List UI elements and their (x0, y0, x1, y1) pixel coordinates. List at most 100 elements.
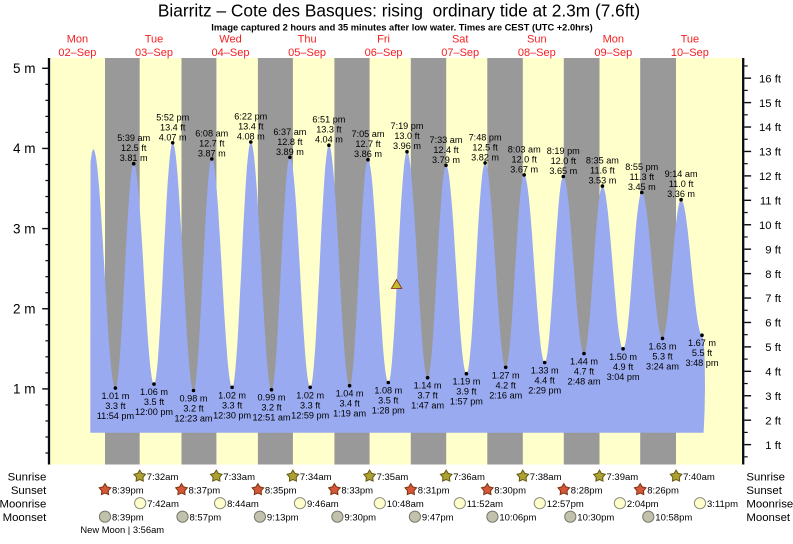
svg-text:10:06pm: 10:06pm (499, 513, 536, 524)
svg-text:3.45 m: 3.45 m (628, 182, 656, 192)
svg-text:13.4 ft: 13.4 ft (238, 122, 264, 132)
svg-text:06–Sep: 06–Sep (365, 47, 403, 59)
svg-text:13 ft: 13 ft (759, 147, 782, 159)
svg-text:07–Sep: 07–Sep (441, 47, 479, 59)
svg-text:1 m: 1 m (13, 382, 36, 397)
svg-text:3.7 ft: 3.7 ft (417, 391, 438, 401)
svg-text:8:03 am: 8:03 am (508, 144, 541, 154)
svg-text:14 ft: 14 ft (759, 122, 782, 134)
svg-text:8:28pm: 8:28pm (571, 486, 603, 497)
svg-text:7:33am: 7:33am (223, 472, 255, 483)
svg-text:2:16 am: 2:16 am (489, 390, 522, 400)
svg-text:4.9 ft: 4.9 ft (613, 362, 634, 372)
svg-text:10:48am: 10:48am (387, 499, 424, 510)
svg-text:8:26pm: 8:26pm (647, 486, 679, 497)
svg-text:1.44 m: 1.44 m (570, 357, 598, 367)
svg-text:Thu: Thu (298, 34, 317, 46)
svg-text:04–Sep: 04–Sep (212, 47, 250, 59)
svg-text:2:29 pm: 2:29 pm (528, 386, 561, 396)
svg-text:11.0 ft: 11.0 ft (669, 179, 694, 189)
svg-text:9:47pm: 9:47pm (422, 513, 454, 524)
svg-text:16 ft: 16 ft (759, 73, 782, 85)
svg-text:08–Sep: 08–Sep (518, 47, 556, 59)
svg-text:7:40am: 7:40am (683, 472, 715, 483)
svg-text:5:52 pm: 5:52 pm (156, 112, 189, 122)
svg-text:Sun: Sun (527, 34, 547, 46)
svg-text:3 m: 3 m (13, 221, 36, 236)
svg-text:3.5 ft: 3.5 ft (144, 397, 165, 407)
svg-text:12:51 am: 12:51 am (252, 413, 290, 423)
svg-text:8:30pm: 8:30pm (494, 486, 526, 497)
svg-text:6:22 pm: 6:22 pm (234, 112, 267, 122)
svg-text:10–Sep: 10–Sep (671, 47, 709, 59)
svg-text:4 m: 4 m (13, 141, 36, 156)
svg-text:12.0 ft: 12.0 ft (512, 154, 538, 164)
svg-text:8:55 pm: 8:55 pm (625, 162, 658, 172)
svg-text:Biarritz – Cote des Basques: r: Biarritz – Cote des Basques: rising ordi… (158, 1, 640, 21)
svg-text:1.02 m: 1.02 m (296, 390, 324, 400)
svg-text:4.04 m: 4.04 m (315, 135, 343, 145)
svg-text:3:48 pm: 3:48 pm (686, 358, 719, 368)
svg-text:2:48 am: 2:48 am (568, 377, 601, 387)
svg-text:11:54 pm: 11:54 pm (97, 411, 134, 421)
svg-text:3.5 ft: 3.5 ft (378, 396, 399, 406)
svg-text:12.5 ft: 12.5 ft (472, 142, 498, 152)
svg-text:3.9 ft: 3.9 ft (456, 387, 477, 397)
svg-text:6:37 am: 6:37 am (273, 127, 306, 137)
svg-text:12.5 ft: 12.5 ft (121, 143, 147, 153)
svg-text:11.3 ft: 11.3 ft (629, 172, 654, 182)
svg-text:7:32am: 7:32am (147, 472, 179, 483)
svg-text:7:35am: 7:35am (377, 472, 409, 483)
svg-text:02–Sep: 02–Sep (58, 47, 96, 59)
svg-text:2 ft: 2 ft (765, 415, 782, 427)
svg-text:8:39pm: 8:39pm (112, 513, 144, 524)
svg-text:10:58pm: 10:58pm (655, 513, 692, 524)
svg-text:7:34am: 7:34am (300, 472, 332, 483)
svg-text:11.6 ft: 11.6 ft (590, 166, 615, 176)
svg-text:8:44am: 8:44am (227, 499, 259, 510)
svg-text:12.4 ft: 12.4 ft (433, 145, 459, 155)
svg-text:3.67 m: 3.67 m (510, 164, 538, 174)
svg-text:12.0 ft: 12.0 ft (551, 156, 577, 166)
svg-text:03–Sep: 03–Sep (135, 47, 173, 59)
svg-text:3.3 ft: 3.3 ft (222, 400, 243, 410)
svg-text:Sunset: Sunset (746, 485, 782, 497)
svg-text:9:14 am: 9:14 am (665, 169, 698, 179)
svg-text:3 ft: 3 ft (765, 391, 782, 403)
svg-text:6 ft: 6 ft (765, 318, 782, 330)
svg-text:Moonrise: Moonrise (746, 499, 793, 511)
svg-text:4 ft: 4 ft (765, 367, 782, 379)
svg-text:3.36 m: 3.36 m (667, 189, 695, 199)
svg-text:7:36am: 7:36am (453, 472, 485, 483)
svg-text:New Moon | 3:56am: New Moon | 3:56am (80, 524, 164, 535)
svg-text:7 ft: 7 ft (765, 293, 782, 305)
svg-text:5 ft: 5 ft (765, 342, 782, 354)
svg-text:8 ft: 8 ft (765, 269, 782, 281)
svg-text:8:19 pm: 8:19 pm (547, 146, 580, 156)
svg-text:7:48 pm: 7:48 pm (469, 132, 502, 142)
svg-text:Sunrise: Sunrise (8, 472, 47, 484)
svg-text:5.3 ft: 5.3 ft (652, 351, 673, 361)
svg-text:3:24 am: 3:24 am (646, 361, 679, 371)
svg-text:5:39 am: 5:39 am (117, 133, 150, 143)
svg-text:7:33 am: 7:33 am (430, 135, 463, 145)
svg-text:Tue: Tue (681, 34, 700, 46)
svg-text:Moonrise: Moonrise (0, 499, 46, 511)
svg-text:12.7 ft: 12.7 ft (355, 139, 381, 149)
svg-text:3.3 ft: 3.3 ft (300, 400, 321, 410)
svg-text:3:04 pm: 3:04 pm (607, 372, 640, 382)
svg-text:13.4 ft: 13.4 ft (160, 122, 186, 132)
svg-text:9:30pm: 9:30pm (344, 513, 376, 524)
svg-text:10 ft: 10 ft (759, 220, 782, 232)
svg-text:1.63 m: 1.63 m (649, 341, 677, 351)
svg-text:1:57 pm: 1:57 pm (450, 397, 483, 407)
svg-text:8:37pm: 8:37pm (189, 486, 221, 497)
svg-text:1.19 m: 1.19 m (452, 377, 480, 387)
svg-text:1.02 m: 1.02 m (218, 390, 246, 400)
svg-text:Fri: Fri (377, 34, 390, 46)
svg-text:9 ft: 9 ft (765, 244, 782, 256)
svg-text:Mon: Mon (67, 34, 88, 46)
svg-text:1.50 m: 1.50 m (609, 352, 637, 362)
svg-text:Wed: Wed (219, 34, 241, 46)
svg-text:7:19 pm: 7:19 pm (391, 121, 424, 131)
